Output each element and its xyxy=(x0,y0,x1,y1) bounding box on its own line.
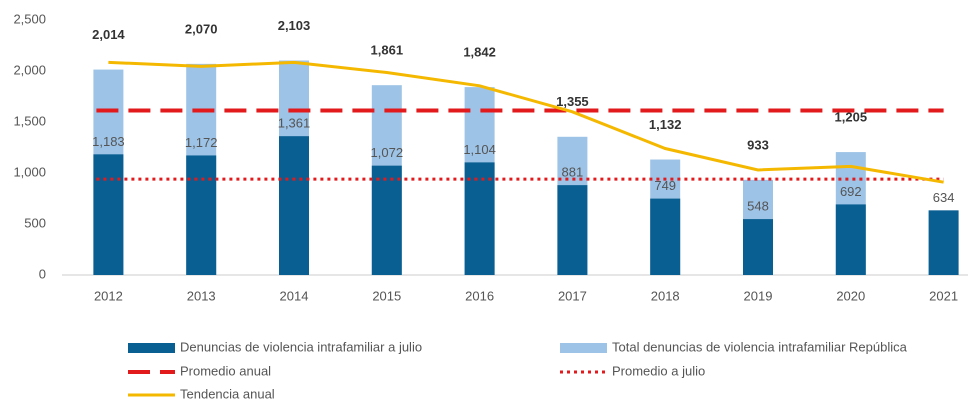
legend-label: Tendencia anual xyxy=(180,386,275,401)
data-label: 1,861 xyxy=(371,43,404,58)
legend-label: Promedio a julio xyxy=(612,363,705,378)
data-label: 1,842 xyxy=(463,45,496,60)
data-label: 1,205 xyxy=(835,110,868,125)
y-tick-label: 1,500 xyxy=(13,113,46,128)
y-tick-label: 500 xyxy=(24,215,46,230)
x-tick-label: 2017 xyxy=(558,288,587,303)
x-tick-label: 2021 xyxy=(929,288,958,303)
bar xyxy=(650,198,681,275)
data-label: 548 xyxy=(747,199,769,214)
legend-label: Denuncias de violencia intrafamiliar a j… xyxy=(180,339,422,354)
bar xyxy=(743,219,773,275)
legend-swatch xyxy=(560,343,607,353)
data-label: 634 xyxy=(933,190,955,205)
data-label: 1,132 xyxy=(649,117,682,132)
x-tick-label: 2014 xyxy=(280,288,309,303)
legend-label: Promedio anual xyxy=(180,363,271,378)
legend-label: Total denuncias de violencia intrafamili… xyxy=(612,339,908,354)
data-label: 1,355 xyxy=(556,94,589,109)
data-label: 2,070 xyxy=(185,21,218,36)
x-tick-label: 2015 xyxy=(372,288,401,303)
data-label: 881 xyxy=(562,165,584,180)
legend-swatch xyxy=(128,343,175,353)
bar xyxy=(93,154,124,275)
data-label: 692 xyxy=(840,184,862,199)
data-label: 1,104 xyxy=(463,142,496,157)
x-tick-label: 2018 xyxy=(651,288,680,303)
data-label: 1,361 xyxy=(278,116,311,131)
y-tick-label: 0 xyxy=(39,266,46,281)
data-label: 1,183 xyxy=(92,134,125,149)
y-tick-label: 2,500 xyxy=(13,11,46,26)
bar xyxy=(464,162,495,275)
x-tick-label: 2020 xyxy=(836,288,865,303)
x-tick-label: 2016 xyxy=(465,288,494,303)
bar xyxy=(557,185,588,275)
bar xyxy=(279,136,309,275)
x-tick-label: 2019 xyxy=(744,288,773,303)
trend-line xyxy=(108,60,944,184)
x-tick-label: 2013 xyxy=(187,288,216,303)
data-label: 749 xyxy=(654,178,676,193)
y-tick-label: 1,000 xyxy=(13,164,46,179)
data-label: 2,014 xyxy=(92,27,125,42)
data-label: 1,172 xyxy=(185,135,218,150)
bar xyxy=(371,165,402,275)
x-tick-label: 2012 xyxy=(94,288,123,303)
bar xyxy=(928,210,959,275)
data-label: 2,103 xyxy=(278,18,311,33)
bar xyxy=(186,155,217,275)
data-label: 1,072 xyxy=(371,145,404,160)
bar xyxy=(835,204,866,275)
data-label: 933 xyxy=(747,137,769,152)
y-tick-label: 2,000 xyxy=(13,62,46,77)
